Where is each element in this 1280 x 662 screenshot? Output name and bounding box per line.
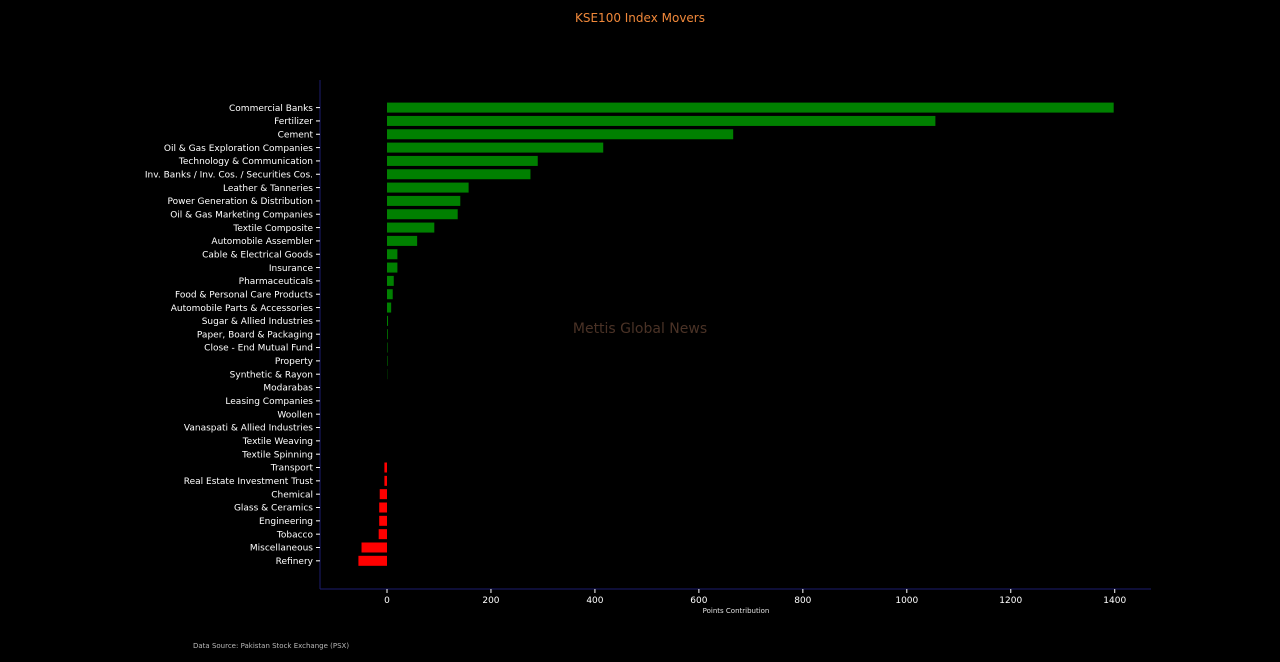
bar-glass-ceramics: [379, 502, 387, 513]
y-tick-label: Power Generation & Distribution: [167, 197, 313, 207]
source-note: Data Source: Pakistan Stock Exchange (PS…: [193, 642, 350, 650]
y-tick-label: Textile Spinning: [241, 450, 313, 460]
bar-food-personal-care-products: [387, 289, 393, 300]
y-tick-label: Technology & Communication: [178, 157, 313, 167]
y-tick-label: Fertilizer: [274, 117, 313, 127]
x-tick-label: 1200: [999, 596, 1022, 606]
bar-automobile-assembler: [387, 235, 418, 246]
y-tick-label: Leather & Tanneries: [223, 184, 313, 194]
bar-power-generation-distribution: [387, 195, 461, 206]
y-tick-label: Real Estate Investment Trust: [184, 477, 314, 487]
bar-transport: [384, 462, 387, 473]
bar-automobile-parts-accessories: [387, 302, 392, 313]
y-tick-label: Insurance: [269, 264, 314, 274]
bar-refinery: [358, 555, 387, 566]
x-tick-label: 1400: [1103, 596, 1126, 606]
axes-layer: Commercial Banks Fertilizer Cement Oil & Ga…: [145, 80, 1151, 606]
x-tick-label: 200: [482, 596, 499, 606]
y-tick-label: Miscellaneous: [250, 544, 313, 554]
bar-oil-gas-exploration-companies: [387, 142, 604, 153]
chart-title: KSE100 Index Movers: [574, 11, 705, 25]
y-tick-label: Property: [275, 357, 314, 367]
y-tick-label: Leasing Companies: [225, 397, 313, 407]
y-tick-label: Vanaspati & Allied Industries: [184, 424, 313, 434]
y-tick-label: Close - End Mutual Fund: [204, 344, 313, 354]
y-tick-label: Chemical: [271, 490, 313, 500]
y-tick-label: Modarabas: [263, 384, 313, 394]
x-tick-label: 600: [690, 596, 707, 606]
x-tick-label: 800: [794, 596, 811, 606]
bar-technology-communication: [387, 155, 538, 166]
bar-tobacco: [378, 529, 387, 540]
y-tick-label: Refinery: [276, 557, 314, 567]
y-tick-label: Textile Composite: [232, 224, 313, 234]
y-tick-label: Automobile Parts & Accessories: [171, 304, 314, 314]
y-tick-label: Woollen: [277, 410, 313, 420]
bar-engineering: [379, 515, 387, 526]
bar-cable-electrical-goods: [387, 249, 398, 260]
watermark: Mettis Global News: [572, 321, 708, 337]
bar-property: [387, 355, 388, 366]
x-tick-label: 400: [586, 596, 603, 606]
y-tick-label: Oil & Gas Marketing Companies: [170, 210, 313, 220]
x-tick-label: 0: [384, 596, 390, 606]
y-tick-label: Tobacco: [276, 530, 314, 540]
bar-inv-banks-inv-cos-securities-cos: [387, 169, 531, 180]
y-tick-label: Cement: [278, 130, 314, 140]
y-tick-label: Engineering: [259, 517, 313, 527]
bar-commercial-banks: [387, 102, 1114, 113]
bar-close-end-mutual-fund: [387, 342, 388, 353]
bar-insurance: [387, 262, 398, 273]
bar-pharmaceuticals: [387, 275, 394, 286]
bar-leather-tanneries: [387, 182, 469, 193]
bar-chemical: [379, 489, 387, 500]
x-axis-label: Points Contribution: [702, 607, 770, 615]
y-tick-label: Synthetic & Rayon: [230, 370, 313, 380]
bars-layer: [358, 102, 1114, 566]
y-tick-label: Automobile Assembler: [211, 237, 313, 247]
y-tick-label: Sugar & Allied Industries: [202, 317, 314, 327]
y-tick-label: Commercial Banks: [229, 104, 313, 114]
bar-oil-gas-marketing-companies: [387, 209, 458, 220]
y-tick-label: Pharmaceuticals: [239, 277, 314, 287]
y-tick-label: Cable & Electrical Goods: [202, 250, 313, 260]
y-tick-label: Transport: [270, 464, 314, 474]
x-tick-label: 1000: [895, 596, 918, 606]
bar-sugar-allied-industries: [387, 315, 389, 326]
bar-cement: [387, 129, 734, 140]
y-tick-label: Oil & Gas Exploration Companies: [164, 144, 313, 154]
y-tick-label: Inv. Banks / Inv. Cos. / Securities Cos.: [145, 170, 313, 180]
bar-textile-composite: [387, 222, 435, 233]
bar-fertilizer: [387, 115, 936, 126]
bar-real-estate-investment-trust: [384, 475, 387, 486]
y-tick-label: Textile Weaving: [242, 437, 313, 447]
y-tick-label: Paper, Board & Packaging: [197, 330, 313, 340]
y-tick-label: Food & Personal Care Products: [175, 290, 313, 300]
y-tick-label: Glass & Ceramics: [234, 504, 313, 514]
bar-paper-board-packaging: [387, 329, 388, 340]
bar-miscellaneous: [361, 542, 387, 553]
